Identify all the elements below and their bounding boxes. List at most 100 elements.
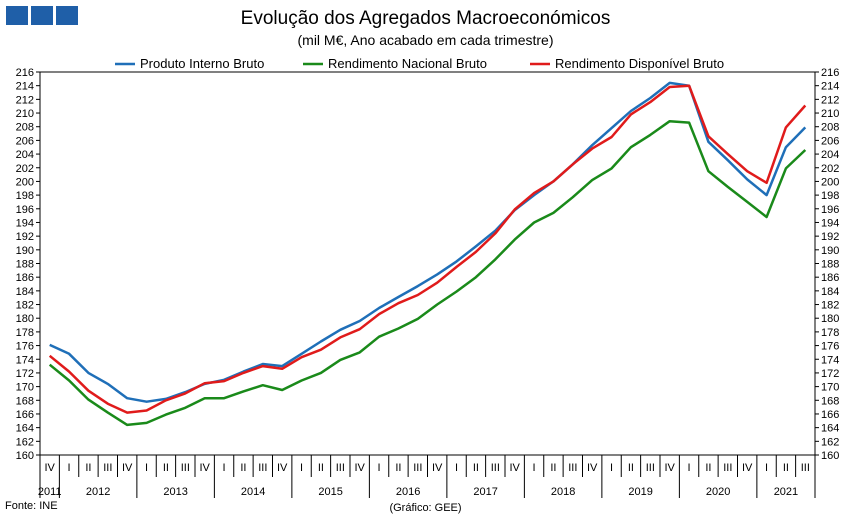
y-tick-label-left: 194 — [16, 217, 34, 229]
logo-block — [56, 6, 78, 25]
x-tick-label: III — [181, 462, 190, 474]
y-tick-label-right: 170 — [821, 382, 839, 394]
legend-label: Rendimento Disponível Bruto — [555, 56, 724, 71]
y-tick-label-left: 216 — [16, 67, 34, 79]
legend-label: Produto Interno Bruto — [140, 56, 264, 71]
x-tick-label: I — [765, 462, 768, 474]
y-tick-label-left: 182 — [16, 300, 34, 312]
y-tick-label-right: 180 — [821, 313, 839, 325]
x-year-label: 2013 — [163, 486, 187, 498]
source-note: Fonte: INE — [5, 500, 58, 512]
y-tick-label-right: 178 — [821, 327, 839, 339]
x-tick-label: II — [628, 462, 634, 474]
x-tick-label: I — [378, 462, 381, 474]
y-tick-label-right: 168 — [821, 395, 839, 407]
y-tick-label-left: 172 — [16, 368, 34, 380]
y-tick-label-right: 190 — [821, 245, 839, 257]
y-tick-label-left: 212 — [16, 94, 34, 106]
y-tick-label-right: 166 — [821, 409, 839, 421]
y-tick-label-left: 192 — [16, 231, 34, 243]
x-tick-label: III — [646, 462, 655, 474]
x-year-label: 2020 — [706, 486, 730, 498]
x-tick-label: III — [801, 462, 810, 474]
x-tick-label: II — [705, 462, 711, 474]
x-tick-label: IV — [122, 462, 133, 474]
logo-block — [31, 6, 53, 25]
series-line — [49, 81, 807, 403]
y-tick-label-right: 200 — [821, 176, 839, 188]
y-tick-label-left: 206 — [16, 135, 34, 147]
logo-block — [6, 6, 28, 25]
x-year-label: 2017 — [473, 486, 497, 498]
x-tick-label: IV — [509, 462, 520, 474]
y-tick-label-left: 164 — [16, 423, 34, 435]
x-tick-label: III — [258, 462, 267, 474]
x-tick-label: IV — [432, 462, 443, 474]
x-tick-label: I — [145, 462, 148, 474]
y-tick-label-right: 172 — [821, 368, 839, 380]
x-tick-label: I — [533, 462, 536, 474]
x-year-label: 2018 — [551, 486, 575, 498]
y-tick-label-right: 188 — [821, 259, 839, 271]
plot-area — [39, 71, 816, 456]
x-tick-label: I — [455, 462, 458, 474]
x-tick-label: III — [723, 462, 732, 474]
x-tick-label: II — [473, 462, 479, 474]
y-tick-label-left: 188 — [16, 259, 34, 271]
x-year-label: 2011 — [38, 486, 62, 498]
y-tick-label-left: 178 — [16, 327, 34, 339]
y-tick-label-left: 208 — [16, 122, 34, 134]
x-tick-label: IV — [587, 462, 598, 474]
x-tick-label: III — [568, 462, 577, 474]
series-line — [48, 119, 807, 427]
y-tick-label-right: 164 — [821, 423, 839, 435]
chart-credit: (Gráfico: GEE) — [389, 502, 462, 514]
x-tick-label: II — [85, 462, 91, 474]
x-tick-label: II — [163, 462, 169, 474]
x-tick-label: III — [491, 462, 500, 474]
x-year-label: 2021 — [774, 486, 798, 498]
y-tick-label-left: 190 — [16, 245, 34, 257]
y-tick-label-left: 168 — [16, 395, 34, 407]
y-tick-label-left: 196 — [16, 204, 34, 216]
y-tick-label-right: 176 — [821, 341, 839, 353]
x-year-label: 2016 — [396, 486, 420, 498]
y-tick-label-left: 176 — [16, 341, 34, 353]
ine-logo — [6, 6, 78, 25]
y-tick-label-left: 184 — [16, 286, 34, 298]
y-tick-label-left: 166 — [16, 409, 34, 421]
y-tick-label-left: 160 — [16, 450, 34, 462]
x-tick-label: III — [103, 462, 112, 474]
y-tick-label-right: 184 — [821, 286, 839, 298]
y-tick-label-right: 202 — [821, 163, 839, 175]
x-tick-label: II — [783, 462, 789, 474]
y-tick-label-right: 210 — [821, 108, 839, 120]
y-tick-label-left: 210 — [16, 108, 34, 120]
legend-label: Rendimento Nacional Bruto — [328, 56, 487, 71]
y-tick-label-left: 162 — [16, 436, 34, 448]
x-tick-label: I — [610, 462, 613, 474]
x-tick-label: II — [395, 462, 401, 474]
y-tick-label-left: 174 — [16, 354, 34, 366]
y-tick-label-right: 186 — [821, 272, 839, 284]
y-tick-label-right: 182 — [821, 300, 839, 312]
x-year-label: 2019 — [628, 486, 652, 498]
x-tick-label: IV — [742, 462, 753, 474]
x-year-label: 2012 — [86, 486, 110, 498]
y-tick-label-right: 204 — [821, 149, 839, 161]
y-tick-label-right: 196 — [821, 204, 839, 216]
series-line — [48, 84, 807, 414]
y-tick-label-left: 170 — [16, 382, 34, 394]
x-tick-label: I — [688, 462, 691, 474]
x-tick-label: IV — [199, 462, 210, 474]
y-tick-label-right: 216 — [821, 67, 839, 79]
x-tick-label: IV — [664, 462, 675, 474]
x-tick-label: II — [550, 462, 556, 474]
x-tick-label: III — [413, 462, 422, 474]
y-tick-label-right: 192 — [821, 231, 839, 243]
y-tick-label-right: 198 — [821, 190, 839, 202]
y-tick-label-left: 204 — [16, 149, 34, 161]
x-tick-label: I — [300, 462, 303, 474]
y-tick-label-right: 162 — [821, 436, 839, 448]
